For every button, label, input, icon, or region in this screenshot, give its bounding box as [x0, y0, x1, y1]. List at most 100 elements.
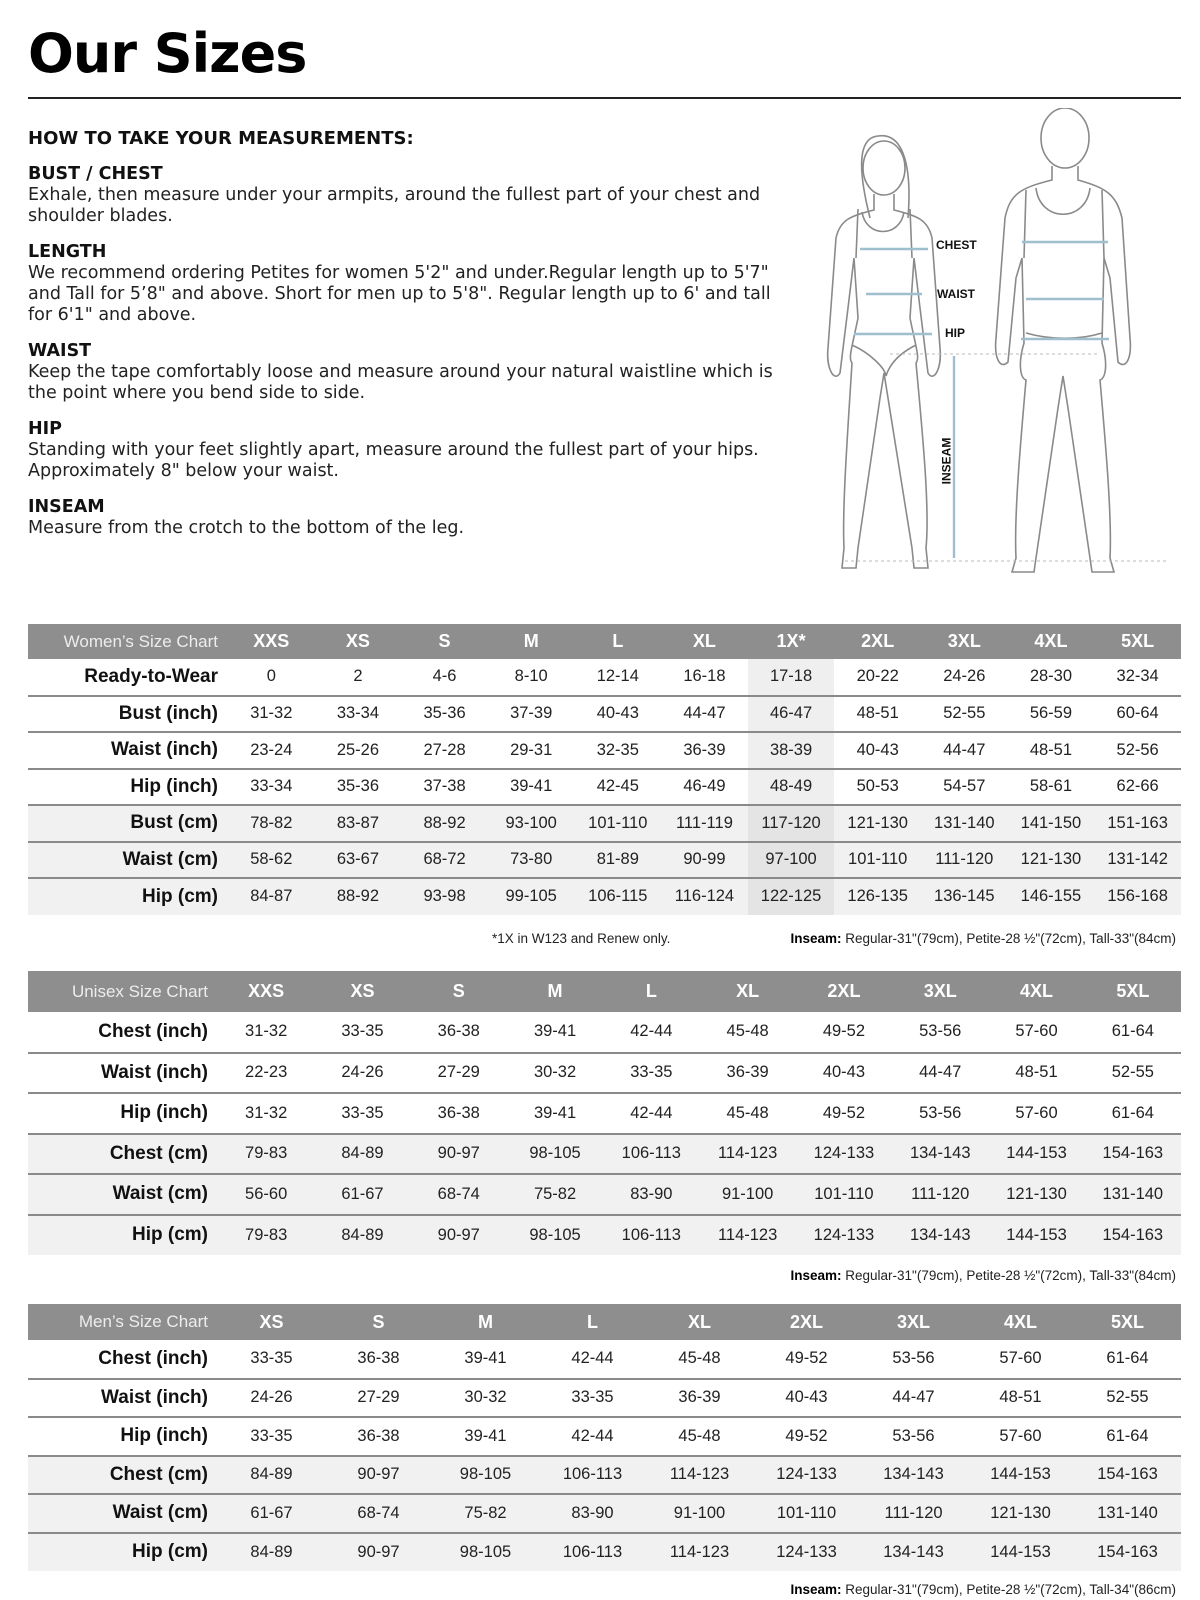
size-value: 97-100 — [747, 841, 835, 879]
size-value: 141-150 — [1007, 805, 1095, 843]
size-value: 16-18 — [661, 659, 748, 697]
size-header: S — [401, 624, 488, 659]
size-value: 27-28 — [401, 732, 488, 770]
size-value: 39-41 — [487, 768, 575, 806]
guide-length: LENGTH We recommend ordering Petites for … — [28, 241, 778, 326]
size-value: 111-119 — [661, 805, 748, 843]
size-value: 53-56 — [860, 1417, 967, 1457]
size-value: 124-133 — [753, 1532, 860, 1571]
size-header: 3XL — [921, 624, 1008, 659]
table-row: Waist (cm) 58-62 63-67 68-72 73-80 81-89 90-99… — [28, 841, 1181, 879]
table-row: Hip (inch) 33-35 36-38 39-41 42-44 45-48 49-52… — [28, 1417, 1181, 1457]
size-value: 61-64 — [1084, 1093, 1181, 1135]
size-value: 84-89 — [314, 1214, 411, 1255]
size-value: 56-59 — [1007, 695, 1095, 733]
size-value: 134-143 — [860, 1532, 967, 1571]
size-header: L — [603, 971, 700, 1012]
size-value: 57-60 — [967, 1340, 1074, 1380]
size-value: 61-64 — [1084, 1012, 1181, 1054]
size-value: 101-110 — [795, 1174, 893, 1216]
size-value: 88-92 — [314, 878, 402, 915]
section-title: WAIST — [28, 341, 92, 361]
size-value: 68-72 — [401, 841, 488, 879]
size-value: 36-38 — [325, 1417, 432, 1457]
body-measurement-figures: CHEST WAIST HIP INSEAM — [800, 107, 1190, 598]
size-value: 134-143 — [892, 1133, 989, 1175]
size-header: 5XL — [1074, 1304, 1181, 1340]
row-label: Hip (inch) — [28, 768, 228, 806]
size-value: 53-56 — [892, 1012, 989, 1054]
table-row: Waist (cm) 56-60 61-67 68-74 75-82 83-90 91-10… — [28, 1174, 1181, 1216]
men-inseam-note: Inseam: Regular-31"(79cm), Petite-28 ½"(… — [790, 1582, 1176, 1597]
size-value: 73-80 — [487, 841, 575, 879]
size-value: 90-97 — [325, 1532, 432, 1571]
size-value: 98-105 — [432, 1455, 539, 1495]
size-value: 52-56 — [1094, 732, 1181, 770]
section-title: LENGTH — [28, 242, 107, 262]
size-value: 42-44 — [603, 1093, 700, 1135]
size-value: 144-153 — [988, 1133, 1085, 1175]
size-value: 35-36 — [401, 695, 488, 733]
guide-waist: WAIST Keep the tape comfortably loose and… — [28, 340, 778, 404]
size-value: 32-35 — [574, 732, 662, 770]
size-header: 4XL — [1007, 624, 1095, 659]
size-value: 28-30 — [1007, 659, 1095, 697]
size-value: 49-52 — [753, 1417, 860, 1457]
size-value: 116-124 — [661, 878, 748, 915]
size-header: M — [432, 1304, 539, 1340]
size-value: 121-130 — [1007, 841, 1095, 879]
guide-bust: BUST / CHEST Exhale, then measure under y… — [28, 163, 778, 227]
size-value: 106-113 — [539, 1532, 646, 1571]
size-value: 8-10 — [487, 659, 575, 697]
size-value: 144-153 — [967, 1532, 1074, 1571]
size-value: 134-143 — [860, 1455, 967, 1495]
section-text: Standing with your feet slightly apart, … — [28, 440, 759, 481]
size-value: 144-153 — [967, 1455, 1074, 1495]
mens-size-table: Men’s Size Chart XS S M L XL 2XL 3XL 4XL 5XL Chest… — [28, 1304, 1181, 1571]
size-value: 33-35 — [314, 1012, 411, 1054]
size-header: 2XL — [834, 624, 921, 659]
size-value: 83-90 — [603, 1174, 700, 1216]
size-value: 81-89 — [574, 841, 662, 879]
size-header: M — [487, 624, 575, 659]
size-value: 37-39 — [487, 695, 575, 733]
section-text: Exhale, then measure under your armpits,… — [28, 185, 761, 226]
size-value: 75-82 — [506, 1174, 604, 1216]
size-value: 146-155 — [1007, 878, 1095, 915]
size-value: 106-113 — [603, 1214, 700, 1255]
size-value: 62-66 — [1094, 768, 1181, 806]
size-header: 3XL — [860, 1304, 967, 1340]
table-row: Chest (cm) 79-83 84-89 90-97 98-105 106-113 11… — [28, 1133, 1181, 1175]
size-header: 3XL — [892, 971, 989, 1012]
size-value: 122-125 — [747, 878, 835, 915]
size-value: 40-43 — [834, 732, 921, 770]
size-header: XS — [314, 971, 411, 1012]
size-value: 83-90 — [539, 1494, 646, 1534]
size-value: 114-123 — [699, 1133, 796, 1175]
row-label: Bust (inch) — [28, 695, 228, 733]
size-value: 33-35 — [539, 1378, 646, 1418]
size-value: 84-89 — [314, 1133, 411, 1175]
size-value: 57-60 — [988, 1012, 1085, 1054]
measurement-lines — [854, 240, 1109, 558]
size-value: 33-34 — [314, 695, 402, 733]
table-row: Chest (inch) 31-32 33-35 36-38 39-41 42-44 45-… — [28, 1012, 1181, 1054]
size-value: 48-49 — [747, 768, 835, 806]
table-row: Waist (inch) 22-23 24-26 27-29 30-32 33-35 36-… — [28, 1052, 1181, 1094]
size-value: 44-47 — [921, 732, 1008, 770]
size-value: 57-60 — [988, 1093, 1085, 1135]
size-value: 0 — [228, 659, 315, 697]
size-value: 33-35 — [603, 1052, 700, 1094]
size-value: 60-64 — [1094, 695, 1181, 733]
inseam-note-text: Regular-31"(79cm), Petite-28 ½"(72cm), T… — [841, 1582, 1176, 1597]
waist-label: WAIST — [937, 287, 975, 301]
size-value: 58-62 — [228, 841, 315, 879]
size-value: 114-123 — [646, 1455, 753, 1495]
table-row: Chest (inch) 33-35 36-38 39-41 42-44 45-48 49-… — [28, 1340, 1181, 1380]
size-value: 61-67 — [314, 1174, 411, 1216]
section-text: We recommend ordering Petites for women … — [28, 263, 771, 325]
size-value: 136-145 — [921, 878, 1008, 915]
row-label: Waist (cm) — [28, 1174, 218, 1216]
size-value: 93-100 — [487, 805, 575, 843]
row-label: Chest (inch) — [28, 1012, 218, 1054]
